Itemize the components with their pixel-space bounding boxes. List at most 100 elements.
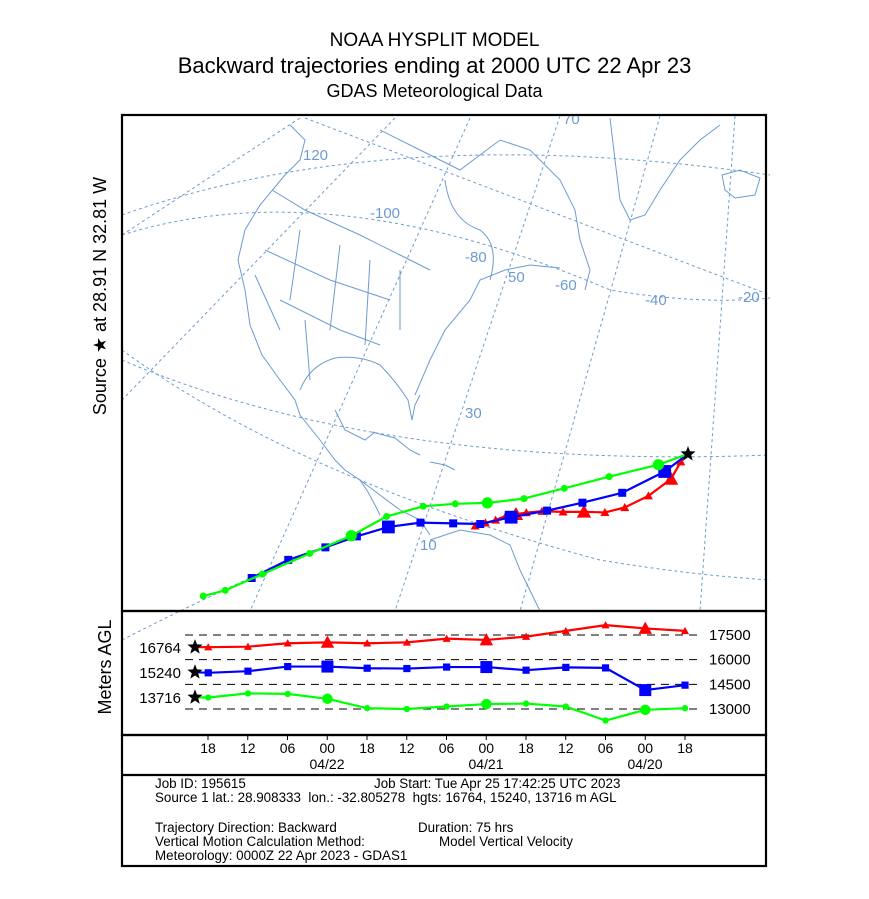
- height-trajectory-point: [402, 638, 411, 646]
- map-trajectory-point: [476, 520, 485, 529]
- map-frame: [120, 113, 768, 613]
- height-trajectory-point: [321, 660, 334, 673]
- greenland: [609, 117, 721, 221]
- height-trajectory-point: [322, 693, 333, 705]
- x-tick-label: 18: [677, 740, 693, 756]
- x-tick-label: 06: [598, 740, 614, 756]
- x-tick-label: 18: [200, 740, 216, 756]
- map-trajectory-point: [520, 495, 528, 503]
- x-tick-label: 06: [439, 740, 455, 756]
- graticule-label: 10: [420, 537, 437, 554]
- height-trajectory-point: [522, 666, 530, 674]
- map-trajectory-point: [676, 457, 686, 466]
- height-trajectory-line: [194, 665, 686, 692]
- map-trajectory-point: [345, 530, 357, 542]
- us-canada-border: [271, 189, 431, 271]
- height-trajectory-point: [602, 717, 609, 724]
- start-height-label: 15240: [139, 665, 181, 682]
- cuba: [371, 431, 421, 456]
- map-trajectory-point: [199, 592, 207, 600]
- hudson-bay: [444, 179, 494, 281]
- south-america: [429, 529, 541, 612]
- y-tick-label: 16000: [709, 652, 751, 669]
- latitude-line: [121, 359, 771, 458]
- date-label: 04/21: [468, 756, 503, 772]
- height-trajectory-point: [244, 690, 252, 697]
- map-coastlines: [237, 117, 761, 612]
- height-trajectory-point: [284, 662, 292, 671]
- x-tick-label: 12: [558, 740, 574, 756]
- height-trajectory-point: [442, 634, 451, 642]
- longitude-line: [394, 115, 561, 612]
- x-tick-label: 06: [280, 740, 296, 756]
- longitude-line: [304, 117, 771, 296]
- map-trajectory-point: [605, 473, 613, 481]
- height-trajectory-point: [364, 705, 371, 712]
- map-trajectory-point: [258, 570, 266, 578]
- footer-source-line: Source 1 lat.: 28.908333 lon.: -32.80527…: [155, 790, 617, 805]
- map-trajectory-point: [416, 518, 425, 527]
- map-trajectory-point: [643, 491, 653, 500]
- footer-direction: Trajectory Direction: Backward: [155, 820, 337, 835]
- map-trajectory-point: [451, 500, 459, 508]
- x-tick-label: 12: [399, 740, 415, 756]
- gulf-coast: [299, 356, 421, 421]
- height-trajectory-point: [320, 635, 335, 648]
- footer-vertical-method-label: Vertical Motion Calculation Method:: [155, 834, 365, 849]
- map-trajectory-point: [543, 506, 552, 515]
- graticule-label: 120: [303, 147, 328, 164]
- height-trajectory-point: [363, 664, 371, 672]
- graticule-label: 50: [508, 269, 525, 286]
- height-trajectory-point: [601, 621, 610, 629]
- height-trajectory-point: [283, 639, 292, 647]
- chart-title-main: Backward trajectories ending at 2000 UTC…: [177, 53, 692, 78]
- latitude-line: [121, 154, 771, 216]
- height-trajectory-point: [522, 700, 530, 707]
- height-trajectory-point: [562, 703, 569, 710]
- map-trajectory-point: [620, 502, 630, 512]
- graticule-label: -20: [738, 289, 760, 306]
- x-tick-label: 18: [359, 740, 375, 756]
- map-trajectory-point: [578, 498, 587, 507]
- y-tick-label: 13000: [709, 701, 751, 718]
- map-trajectory-point: [652, 459, 665, 471]
- height-trajectory-point: [480, 661, 493, 674]
- footer-duration: Duration: 75 hrs: [418, 820, 514, 835]
- map-trajectory-point: [504, 510, 518, 524]
- height-trajectory-point: [244, 667, 252, 675]
- north-america-coast: [237, 124, 381, 516]
- longitude-line: [519, 115, 661, 612]
- map-trajectory-point: [663, 471, 679, 485]
- map-trajectory-point: [381, 520, 395, 534]
- height-trajectory-point: [204, 669, 212, 677]
- graticule-label: -40: [645, 292, 667, 309]
- height-trajectory-point: [479, 633, 494, 646]
- yucatan: [334, 409, 376, 441]
- graticule-label: -100: [370, 205, 400, 222]
- canada-north: [379, 129, 591, 291]
- iceland: [721, 169, 761, 199]
- map-trajectory-point: [383, 512, 391, 520]
- map-trajectory-point: [618, 488, 627, 497]
- height-trajectory-line: [194, 624, 686, 649]
- height-trajectory-point: [638, 621, 653, 634]
- start-height-label: 13716: [139, 690, 181, 707]
- map-trajectory-point: [221, 586, 229, 594]
- source-star-icon: [680, 446, 696, 461]
- height-trajectory-point: [680, 626, 690, 635]
- y-tick-label: 17500: [709, 627, 751, 644]
- source-star-icon: [187, 639, 203, 654]
- footer-meteorology: Meteorology: 0000Z 22 Apr 2023 - GDAS1: [155, 848, 408, 863]
- x-tick-label: 00: [637, 740, 653, 756]
- map-panel: 120 -100 -80 70 50 -60 -40 -20 30 10: [120, 111, 771, 641]
- east-coast: [414, 264, 561, 396]
- height-trajectory-point: [443, 703, 450, 710]
- graticule-label: 30: [465, 405, 482, 422]
- footer-frame: [120, 733, 768, 868]
- map-trajectory-line: [202, 452, 689, 598]
- hispaniola: [429, 461, 456, 471]
- map-trajectory-point: [560, 484, 568, 492]
- map-trajectory-point: [352, 532, 361, 541]
- date-label: 04/22: [309, 756, 344, 772]
- height-trajectory-point: [284, 690, 291, 698]
